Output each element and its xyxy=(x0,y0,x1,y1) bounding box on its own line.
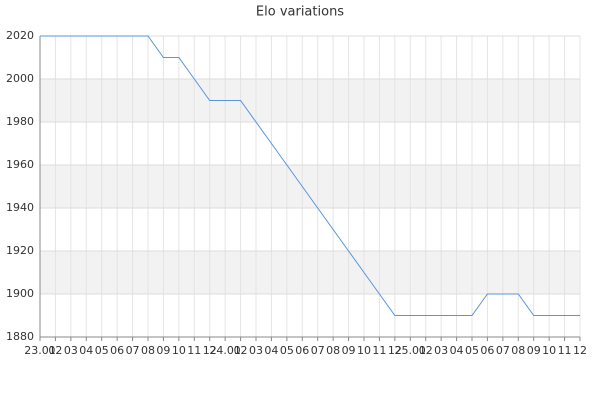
x-tick-label: 07 xyxy=(311,344,325,357)
x-tick-label: 09 xyxy=(342,344,356,357)
x-tick-label: 08 xyxy=(511,344,525,357)
x-tick-label: 03 xyxy=(434,344,448,357)
chart-title: Elo variations xyxy=(256,5,344,20)
grid-band xyxy=(40,165,580,208)
x-tick-label: 04 xyxy=(79,344,93,357)
x-tick-label: 08 xyxy=(141,344,155,357)
line xyxy=(40,35,580,316)
grid-band xyxy=(40,79,580,122)
x-tick-label: 06 xyxy=(480,344,494,357)
x-tick-label: 12 xyxy=(203,344,217,357)
x-tick-label: 11 xyxy=(187,344,201,357)
x-tick-label: 10 xyxy=(172,344,186,357)
x-tick-label: 10 xyxy=(357,344,371,357)
x-tick-label: 06 xyxy=(110,344,124,357)
x-tick-label: 25.01 xyxy=(395,344,427,357)
x-tick-label: 24.01 xyxy=(209,344,241,357)
x-tick-label: 05 xyxy=(95,344,109,357)
x-tick-label: 04 xyxy=(450,344,464,357)
y-tick-label: 2020 xyxy=(6,29,34,42)
x-tick-label: 06 xyxy=(295,344,309,357)
y-tick-label: 1960 xyxy=(6,158,34,171)
x-tick-label: 11 xyxy=(558,344,572,357)
x-tick-label: 03 xyxy=(64,344,78,357)
x-tick-label: 10 xyxy=(542,344,556,357)
x-tick-label: 09 xyxy=(156,344,170,357)
y-tick-label: 1900 xyxy=(6,287,34,300)
x-tick-label: 03 xyxy=(249,344,263,357)
x-tick-label: 11 xyxy=(372,344,386,357)
x-tick-label: 09 xyxy=(527,344,541,357)
x-tick-label: 05 xyxy=(465,344,479,357)
x-tick-label: 05 xyxy=(280,344,294,357)
y-tick-label: 1980 xyxy=(6,115,34,128)
x-tick-label: 02 xyxy=(234,344,248,357)
y-tick-label: 1940 xyxy=(6,201,34,214)
y-tick-label: 1880 xyxy=(6,330,34,343)
x-tick-label: 04 xyxy=(264,344,278,357)
x-tick-label: 12 xyxy=(573,344,587,357)
x-tick-label: 02 xyxy=(48,344,62,357)
x-tick-label: 23.01 xyxy=(24,344,56,357)
x-tick-label: 07 xyxy=(496,344,510,357)
x-tick-label: 12 xyxy=(388,344,402,357)
y-tick-label: 1920 xyxy=(6,244,34,257)
grid-band xyxy=(40,251,580,294)
x-tick-label: 08 xyxy=(326,344,340,357)
x-tick-label: 07 xyxy=(126,344,140,357)
x-tick-label: 02 xyxy=(419,344,433,357)
y-tick-label: 2000 xyxy=(6,72,34,85)
